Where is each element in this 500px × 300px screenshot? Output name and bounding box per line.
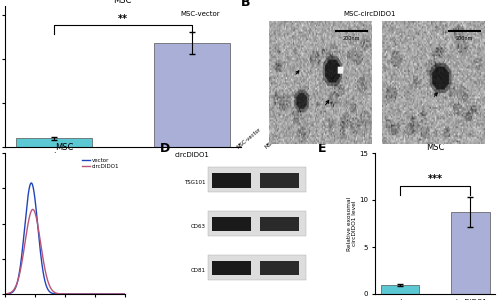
circDIDO1 xyxy=(118,292,124,296)
Bar xyxy=(16,138,92,147)
Text: MSC-circDIDO1: MSC-circDIDO1 xyxy=(264,121,298,150)
vector xyxy=(28,181,34,185)
circDIDO1 xyxy=(57,292,63,296)
Text: **: ** xyxy=(118,14,128,24)
Text: D: D xyxy=(160,142,170,155)
vector xyxy=(57,292,63,296)
Bar xyxy=(154,43,230,147)
Bar xyxy=(451,212,490,294)
Line: circDIDO1: circDIDO1 xyxy=(5,209,124,294)
Legend: vector, circDIDO1: vector, circDIDO1 xyxy=(80,156,122,171)
Text: B: B xyxy=(240,0,250,9)
Text: CD81: CD81 xyxy=(191,268,206,272)
circDIDO1 xyxy=(8,290,14,294)
Bar xyxy=(212,217,251,231)
Text: ***: *** xyxy=(428,174,442,184)
Line: vector: vector xyxy=(5,183,124,294)
circDIDO1 xyxy=(2,292,8,296)
Text: MSC-vector: MSC-vector xyxy=(236,127,262,150)
circDIDO1 xyxy=(122,292,128,296)
Bar xyxy=(212,173,251,188)
vector xyxy=(8,291,14,295)
Title: MSC: MSC xyxy=(114,0,132,5)
Text: TSG101: TSG101 xyxy=(184,180,206,185)
Bar xyxy=(260,173,299,188)
Y-axis label: Relative exosomal
circDIDO1 level: Relative exosomal circDIDO1 level xyxy=(346,196,358,250)
circDIDO1 xyxy=(60,292,66,296)
Text: MSC-vector: MSC-vector xyxy=(180,11,220,16)
vector xyxy=(122,292,128,296)
Text: CD63: CD63 xyxy=(191,224,206,229)
circDIDO1 xyxy=(30,208,36,211)
Bar xyxy=(208,211,306,236)
vector xyxy=(96,292,102,296)
Title: MSC: MSC xyxy=(56,143,74,152)
Text: E: E xyxy=(318,142,326,155)
Text: 200nm: 200nm xyxy=(456,36,473,41)
vector xyxy=(118,292,124,296)
Bar xyxy=(260,261,299,275)
Bar xyxy=(260,217,299,231)
vector xyxy=(2,292,8,296)
Text: 200nm: 200nm xyxy=(343,36,360,41)
Bar xyxy=(381,285,420,294)
Bar xyxy=(208,254,306,280)
Title: MSC: MSC xyxy=(426,143,444,152)
circDIDO1 xyxy=(96,292,102,296)
vector xyxy=(60,292,66,296)
circDIDO1 xyxy=(118,292,124,296)
vector xyxy=(118,292,124,296)
Bar xyxy=(212,261,251,275)
Bar xyxy=(208,167,306,193)
Text: MSC-circDIDO1: MSC-circDIDO1 xyxy=(344,11,396,16)
